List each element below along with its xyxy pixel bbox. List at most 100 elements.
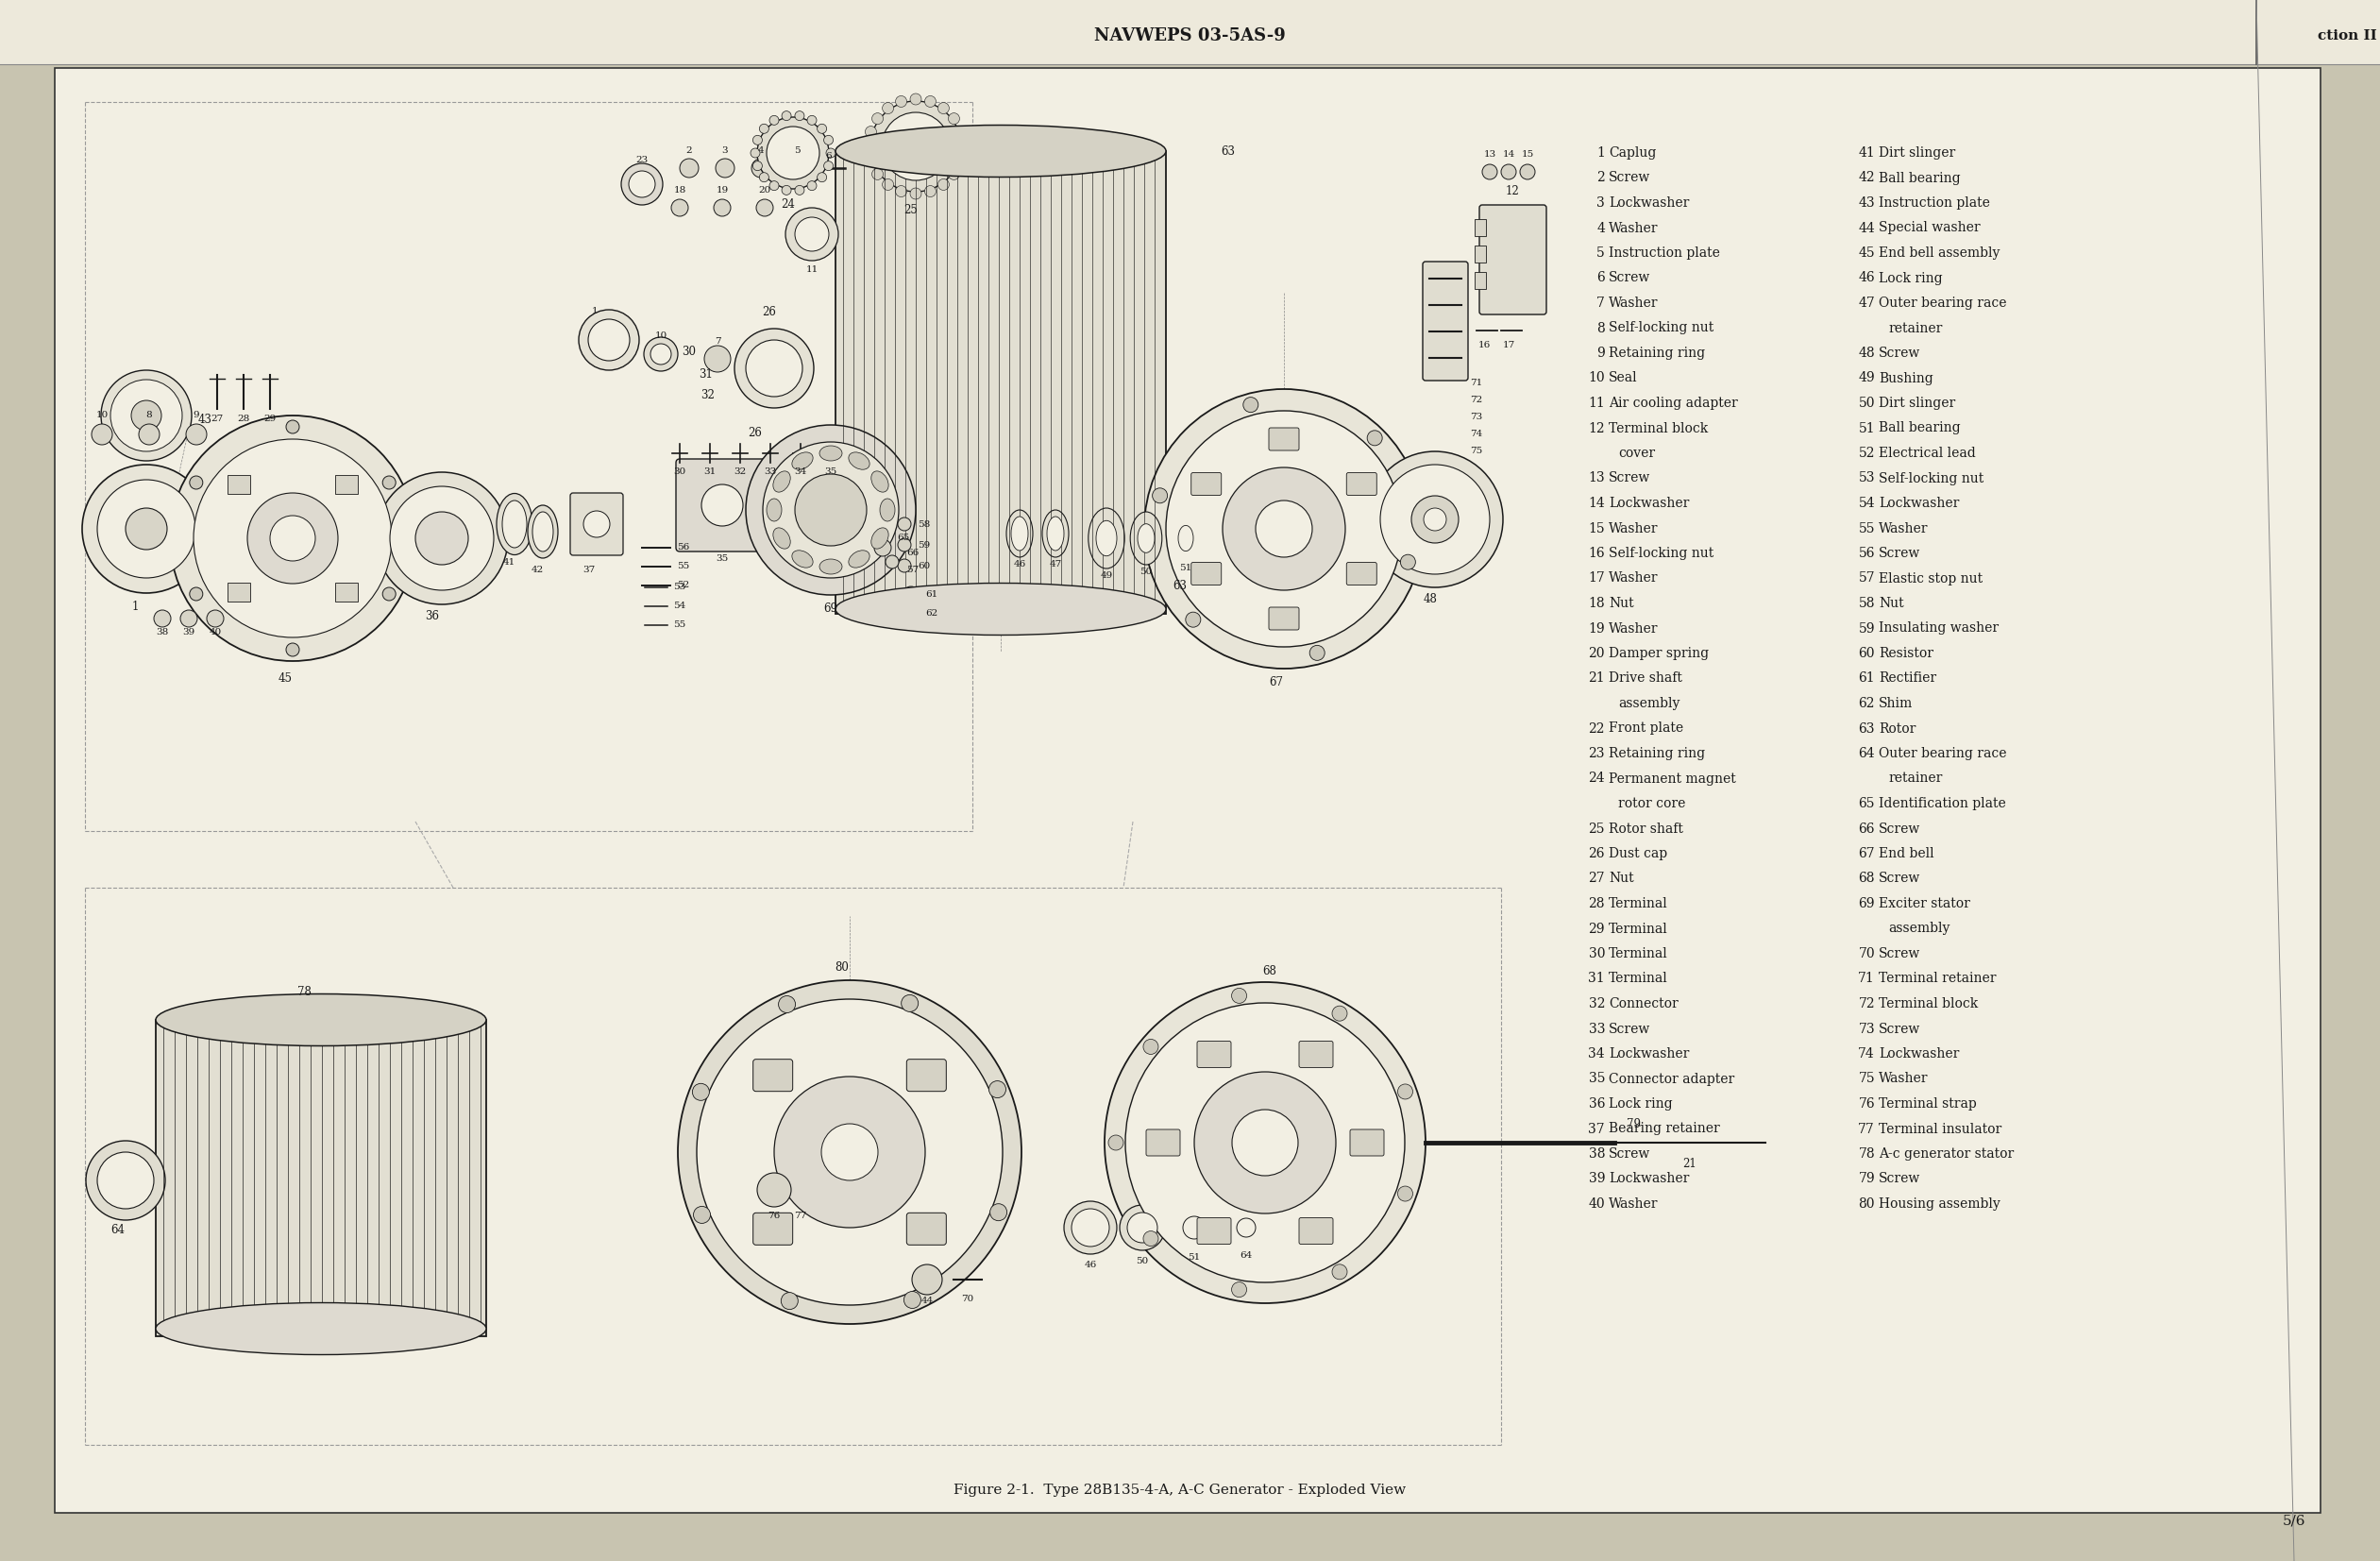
Text: 32: 32	[733, 468, 747, 476]
Text: 46: 46	[1014, 559, 1026, 568]
Circle shape	[126, 507, 167, 549]
Text: 61: 61	[1859, 671, 1875, 685]
Text: 73: 73	[1471, 412, 1483, 421]
Text: 65: 65	[1859, 798, 1875, 810]
Circle shape	[109, 379, 183, 451]
Text: 70: 70	[1859, 948, 1875, 960]
Text: 21: 21	[1683, 1157, 1697, 1169]
Circle shape	[757, 1172, 790, 1207]
Circle shape	[864, 140, 873, 151]
Circle shape	[693, 1207, 709, 1224]
Ellipse shape	[1047, 517, 1064, 551]
Circle shape	[286, 420, 300, 434]
Text: cover: cover	[1618, 446, 1654, 460]
Circle shape	[1397, 1186, 1414, 1202]
Ellipse shape	[155, 1303, 486, 1355]
Circle shape	[1423, 507, 1447, 531]
Text: Screw: Screw	[1609, 172, 1649, 184]
Text: 35: 35	[823, 468, 838, 476]
Circle shape	[1309, 645, 1326, 660]
Text: 66: 66	[1859, 823, 1875, 835]
Text: 15: 15	[1521, 150, 1533, 159]
Text: 61: 61	[926, 590, 938, 599]
FancyBboxPatch shape	[1347, 473, 1376, 495]
Text: Elastic stop nut: Elastic stop nut	[1878, 571, 1983, 585]
Text: 35: 35	[1587, 1072, 1604, 1085]
Ellipse shape	[155, 994, 486, 1046]
Circle shape	[752, 136, 762, 145]
Text: 50: 50	[1140, 568, 1152, 576]
Circle shape	[716, 159, 735, 178]
Circle shape	[769, 181, 778, 190]
Ellipse shape	[881, 498, 895, 521]
Text: 74: 74	[1471, 429, 1483, 437]
Bar	[835, 151, 1166, 613]
Circle shape	[1228, 1211, 1264, 1244]
Circle shape	[795, 217, 828, 251]
Ellipse shape	[835, 125, 1166, 176]
Ellipse shape	[497, 493, 533, 554]
Text: 26: 26	[747, 426, 762, 439]
Bar	[336, 476, 357, 495]
Text: 42: 42	[531, 565, 543, 574]
Text: 11: 11	[1587, 396, 1604, 411]
Text: 41: 41	[1859, 147, 1875, 159]
Text: Lock ring: Lock ring	[1878, 272, 1942, 284]
FancyBboxPatch shape	[1269, 607, 1299, 631]
Circle shape	[795, 111, 804, 120]
Text: 36: 36	[426, 610, 440, 621]
Circle shape	[645, 337, 678, 372]
Circle shape	[883, 103, 892, 114]
Text: 80: 80	[835, 962, 850, 974]
Text: Washer: Washer	[1609, 297, 1659, 309]
FancyBboxPatch shape	[1299, 1218, 1333, 1244]
Bar	[0, 0, 2380, 64]
Text: 9: 9	[1597, 347, 1604, 359]
Bar	[1476, 272, 1485, 289]
Text: assembly: assembly	[1618, 696, 1680, 710]
Text: Bushing: Bushing	[1878, 372, 1933, 386]
Text: 14: 14	[1587, 496, 1604, 510]
Text: End bell: End bell	[1878, 848, 1935, 860]
Circle shape	[578, 309, 640, 370]
Text: 34: 34	[1587, 1047, 1604, 1060]
Text: Front plate: Front plate	[1609, 721, 1683, 735]
Circle shape	[1380, 465, 1490, 574]
Circle shape	[86, 1141, 164, 1221]
Text: 47: 47	[1050, 559, 1061, 568]
Text: Dirt slinger: Dirt slinger	[1878, 396, 1956, 411]
Text: Lockwasher: Lockwasher	[1609, 1172, 1690, 1186]
Text: 77: 77	[795, 1211, 807, 1221]
Text: Electrical lead: Electrical lead	[1878, 446, 1975, 460]
Circle shape	[588, 318, 631, 361]
Circle shape	[871, 112, 883, 125]
Ellipse shape	[850, 453, 869, 470]
Circle shape	[788, 159, 807, 178]
Circle shape	[926, 186, 935, 197]
Text: assembly: assembly	[1887, 923, 1949, 935]
Circle shape	[1128, 1213, 1157, 1243]
Text: Air cooling adapter: Air cooling adapter	[1609, 396, 1737, 411]
Circle shape	[714, 200, 731, 217]
Ellipse shape	[1178, 526, 1192, 551]
Text: Drive shaft: Drive shaft	[1609, 671, 1683, 685]
Text: Terminal retainer: Terminal retainer	[1878, 973, 1997, 985]
Ellipse shape	[1012, 517, 1028, 551]
Text: 37: 37	[583, 565, 595, 574]
Circle shape	[897, 559, 912, 573]
Text: 29: 29	[264, 414, 276, 423]
Circle shape	[693, 1083, 709, 1101]
Text: 57: 57	[907, 565, 919, 574]
Circle shape	[1104, 982, 1426, 1303]
Text: 16: 16	[1478, 342, 1490, 350]
Circle shape	[885, 556, 900, 568]
Text: 48: 48	[1423, 593, 1438, 606]
Text: 54: 54	[1859, 496, 1875, 510]
Text: Exciter stator: Exciter stator	[1878, 898, 1971, 910]
Circle shape	[769, 116, 778, 125]
Text: 23: 23	[1587, 748, 1604, 760]
Ellipse shape	[819, 446, 843, 460]
Circle shape	[766, 126, 819, 180]
Text: Terminal: Terminal	[1609, 948, 1668, 960]
Text: Washer: Washer	[1878, 521, 1928, 535]
